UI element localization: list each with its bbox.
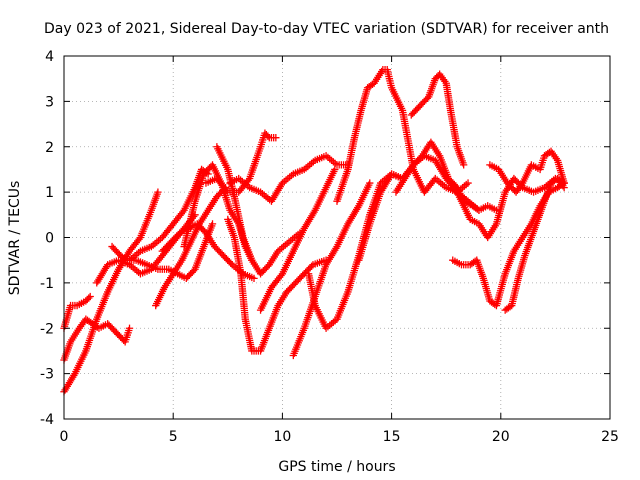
data-point — [248, 256, 256, 264]
series-track-20 — [407, 70, 468, 169]
series-track-15 — [289, 179, 374, 360]
data-point — [331, 165, 339, 174]
series-track-11 — [213, 143, 256, 264]
y-tick-label: -2 — [40, 321, 54, 337]
x-tick-label: 15 — [383, 429, 401, 445]
data-point — [464, 179, 472, 187]
series-track-23 — [486, 147, 568, 196]
x-tick-label: 0 — [60, 429, 69, 445]
series-track-3 — [60, 292, 94, 332]
data-point — [250, 274, 258, 282]
series-track-13 — [226, 152, 352, 205]
x-axis-label: GPS time / hours — [278, 459, 395, 475]
data-point — [492, 206, 501, 214]
data-point — [208, 220, 217, 228]
series-track-1 — [60, 188, 162, 396]
y-tick-label: 4 — [45, 49, 54, 65]
series-track-10 — [202, 129, 280, 196]
y-tick-label: -4 — [40, 412, 54, 428]
y-axis-label: SDTVAR / TECUs — [7, 181, 23, 296]
data-point — [125, 324, 134, 332]
axis-ticks: 0 5 10 15 20 25 -4 -3 -2 -1 0 1 2 3 4 — [40, 49, 619, 445]
data-point — [272, 134, 280, 142]
y-tick-label: 1 — [45, 185, 54, 201]
grid — [64, 56, 610, 419]
x-tick-label: 20 — [492, 429, 510, 445]
y-tick-label: -1 — [40, 276, 54, 292]
series-track-17 — [333, 65, 472, 205]
chart-title: Day 023 of 2021, Sidereal Day-to-day VTE… — [44, 21, 609, 37]
y-tick-label: 2 — [45, 140, 54, 156]
series-track-2 — [60, 315, 134, 364]
series-track-12 — [224, 215, 330, 355]
y-tick-label: -3 — [40, 367, 54, 383]
series-track-14 — [256, 165, 339, 314]
data-point — [366, 179, 374, 187]
series-track-24 — [501, 174, 568, 314]
x-tick-label: 5 — [169, 429, 178, 445]
y-tick-label: 0 — [45, 231, 54, 247]
y-tick-label: 3 — [45, 94, 54, 110]
data-point — [560, 183, 568, 192]
data-markers — [60, 65, 568, 396]
x-tick-label: 25 — [601, 429, 619, 445]
data-point — [154, 188, 162, 196]
x-tick-label: 10 — [273, 429, 291, 445]
data-point — [86, 292, 94, 301]
data-point — [460, 161, 468, 169]
